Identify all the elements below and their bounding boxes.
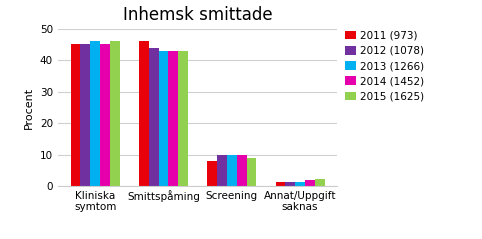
- Bar: [100, 44, 110, 186]
- Bar: [149, 48, 159, 186]
- Bar: [315, 179, 325, 186]
- Bar: [139, 41, 149, 186]
- Bar: [178, 51, 188, 186]
- Bar: [295, 182, 305, 186]
- Bar: [70, 44, 80, 186]
- Bar: [227, 155, 237, 186]
- Bar: [168, 51, 178, 186]
- Legend: 2011 (973), 2012 (1078), 2013 (1266), 2014 (1452), 2015 (1625): 2011 (973), 2012 (1078), 2013 (1266), 20…: [346, 31, 424, 102]
- Bar: [246, 158, 256, 186]
- Bar: [305, 180, 315, 186]
- Bar: [80, 44, 90, 186]
- Y-axis label: Procent: Procent: [24, 87, 34, 129]
- Bar: [217, 155, 227, 186]
- Bar: [90, 41, 100, 186]
- Bar: [110, 41, 120, 186]
- Bar: [159, 51, 168, 186]
- Bar: [276, 182, 285, 186]
- Title: Inhemsk smittade: Inhemsk smittade: [123, 6, 272, 24]
- Bar: [237, 155, 246, 186]
- Bar: [285, 182, 295, 186]
- Bar: [207, 161, 217, 186]
